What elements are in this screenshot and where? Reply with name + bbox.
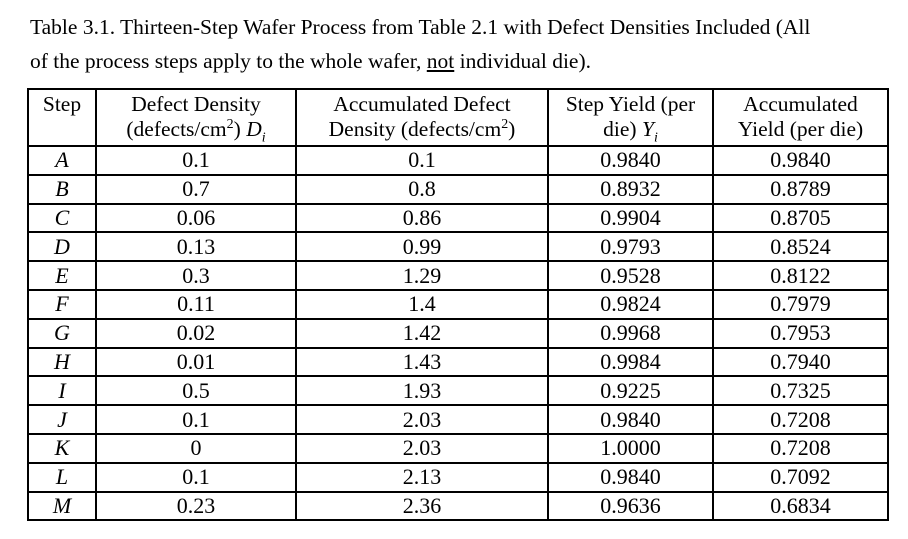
cell-step: G: [27, 317, 97, 349]
cell-defect-density: 0.01: [95, 346, 297, 378]
cell-step-yield: 0.8932: [547, 173, 714, 205]
cell-defect-density: 0.7: [95, 173, 297, 205]
cell-step-yield: 0.9793: [547, 231, 714, 263]
cell-step: I: [27, 375, 97, 407]
wafer-process-table: Step Defect Density (defects/cm2) Di Acc…: [27, 88, 889, 522]
cell-accumulated-defect-density: 2.03: [295, 404, 549, 435]
cell-defect-density: 0.13: [95, 231, 297, 263]
cell-defect-density: 0.5: [95, 375, 297, 407]
cell-step-yield: 0.9840: [547, 404, 714, 435]
cell-defect-density: 0.02: [95, 317, 297, 349]
cell-step-yield: 0.9636: [547, 490, 714, 522]
header-row: Step Defect Density (defects/cm2) Di Acc…: [27, 88, 889, 147]
cell-accumulated-defect-density: 0.8: [295, 173, 549, 205]
cell-accumulated-defect-density: 1.29: [295, 260, 549, 291]
cell-accumulated-defect-density: 0.1: [295, 145, 549, 176]
table-row: K 0 2.03 1.0000 0.7208: [27, 432, 889, 464]
cell-step: D: [27, 231, 97, 263]
cell-step: L: [27, 461, 97, 493]
cell-step: J: [27, 404, 97, 435]
cell-accumulated-defect-density: 0.86: [295, 202, 549, 234]
cell-accumulated-yield: 0.7208: [712, 432, 889, 464]
cell-accumulated-defect-density: 1.93: [295, 375, 549, 407]
cell-defect-density: 0.23: [95, 490, 297, 522]
cell-defect-density: 0.1: [95, 461, 297, 493]
col-header-step-yield: Step Yield (per die) Yi: [547, 88, 714, 147]
caption-line-2: of the process steps apply to the whole …: [30, 49, 592, 73]
col-header-accumulated-defect-density: Accumulated Defect Density (defects/cm2): [295, 88, 549, 147]
cell-accumulated-yield: 0.7325: [712, 375, 889, 407]
cell-accumulated-yield: 0.7940: [712, 346, 889, 378]
cell-accumulated-yield: 0.7092: [712, 461, 889, 493]
cell-accumulated-defect-density: 0.99: [295, 231, 549, 263]
cell-accumulated-yield: 0.9840: [712, 145, 889, 176]
cell-accumulated-defect-density: 1.43: [295, 346, 549, 378]
cell-step-yield: 0.9225: [547, 375, 714, 407]
cell-defect-density: 0.11: [95, 288, 297, 320]
table-row: F 0.11 1.4 0.9824 0.7979: [27, 288, 889, 320]
table-row: A 0.1 0.1 0.9840 0.9840: [27, 145, 889, 176]
col-header-accumulated-yield: Accumulated Yield (per die): [712, 88, 889, 147]
cell-defect-density: 0.1: [95, 404, 297, 435]
table-row: H 0.01 1.43 0.9984 0.7940: [27, 346, 889, 378]
cell-defect-density: 0.3: [95, 260, 297, 291]
col-header-step: Step: [27, 88, 97, 147]
cell-step: K: [27, 432, 97, 464]
cell-accumulated-defect-density: 2.36: [295, 490, 549, 522]
cell-accumulated-yield: 0.8789: [712, 173, 889, 205]
cell-step-yield: 0.9904: [547, 202, 714, 234]
table-row: B 0.7 0.8 0.8932 0.8789: [27, 173, 889, 205]
table-caption: Table 3.1. Thirteen-Step Wafer Process f…: [30, 10, 900, 78]
cell-accumulated-defect-density: 1.4: [295, 288, 549, 320]
cell-accumulated-yield: 0.7979: [712, 288, 889, 320]
cell-accumulated-yield: 0.8705: [712, 202, 889, 234]
cell-accumulated-yield: 0.6834: [712, 490, 889, 522]
cell-accumulated-yield: 0.7208: [712, 404, 889, 435]
cell-accumulated-defect-density: 2.03: [295, 432, 549, 464]
cell-step-yield: 0.9968: [547, 317, 714, 349]
cell-step: B: [27, 173, 97, 205]
table-row: M 0.23 2.36 0.9636 0.6834: [27, 490, 889, 522]
caption-underlined-word: not: [426, 49, 455, 73]
cell-step-yield: 0.9528: [547, 260, 714, 291]
cell-defect-density: 0: [95, 432, 297, 464]
cell-step: F: [27, 288, 97, 320]
cell-accumulated-yield: 0.7953: [712, 317, 889, 349]
cell-step: C: [27, 202, 97, 234]
table-row: D 0.13 0.99 0.9793 0.8524: [27, 231, 889, 263]
cell-step-yield: 0.9984: [547, 346, 714, 378]
cell-defect-density: 0.1: [95, 145, 297, 176]
table-row: L 0.1 2.13 0.9840 0.7092: [27, 461, 889, 493]
table-row: G 0.02 1.42 0.9968 0.7953: [27, 317, 889, 349]
cell-accumulated-yield: 0.8122: [712, 260, 889, 291]
cell-step: A: [27, 145, 97, 176]
table-row: C 0.06 0.86 0.9904 0.8705: [27, 202, 889, 234]
table-row: E 0.3 1.29 0.9528 0.8122: [27, 260, 889, 291]
col-header-defect-density: Defect Density (defects/cm2) Di: [95, 88, 297, 147]
cell-step: H: [27, 346, 97, 378]
table-row: I 0.5 1.93 0.9225 0.7325: [27, 375, 889, 407]
cell-accumulated-defect-density: 2.13: [295, 461, 549, 493]
cell-step: E: [27, 260, 97, 291]
caption-line-1: Table 3.1. Thirteen-Step Wafer Process f…: [30, 15, 811, 39]
cell-defect-density: 0.06: [95, 202, 297, 234]
cell-step: M: [27, 490, 97, 522]
cell-accumulated-yield: 0.8524: [712, 231, 889, 263]
cell-step-yield: 0.9840: [547, 461, 714, 493]
cell-step-yield: 1.0000: [547, 432, 714, 464]
cell-accumulated-defect-density: 1.42: [295, 317, 549, 349]
cell-step-yield: 0.9824: [547, 288, 714, 320]
cell-step-yield: 0.9840: [547, 145, 714, 176]
table-row: J 0.1 2.03 0.9840 0.7208: [27, 404, 889, 435]
